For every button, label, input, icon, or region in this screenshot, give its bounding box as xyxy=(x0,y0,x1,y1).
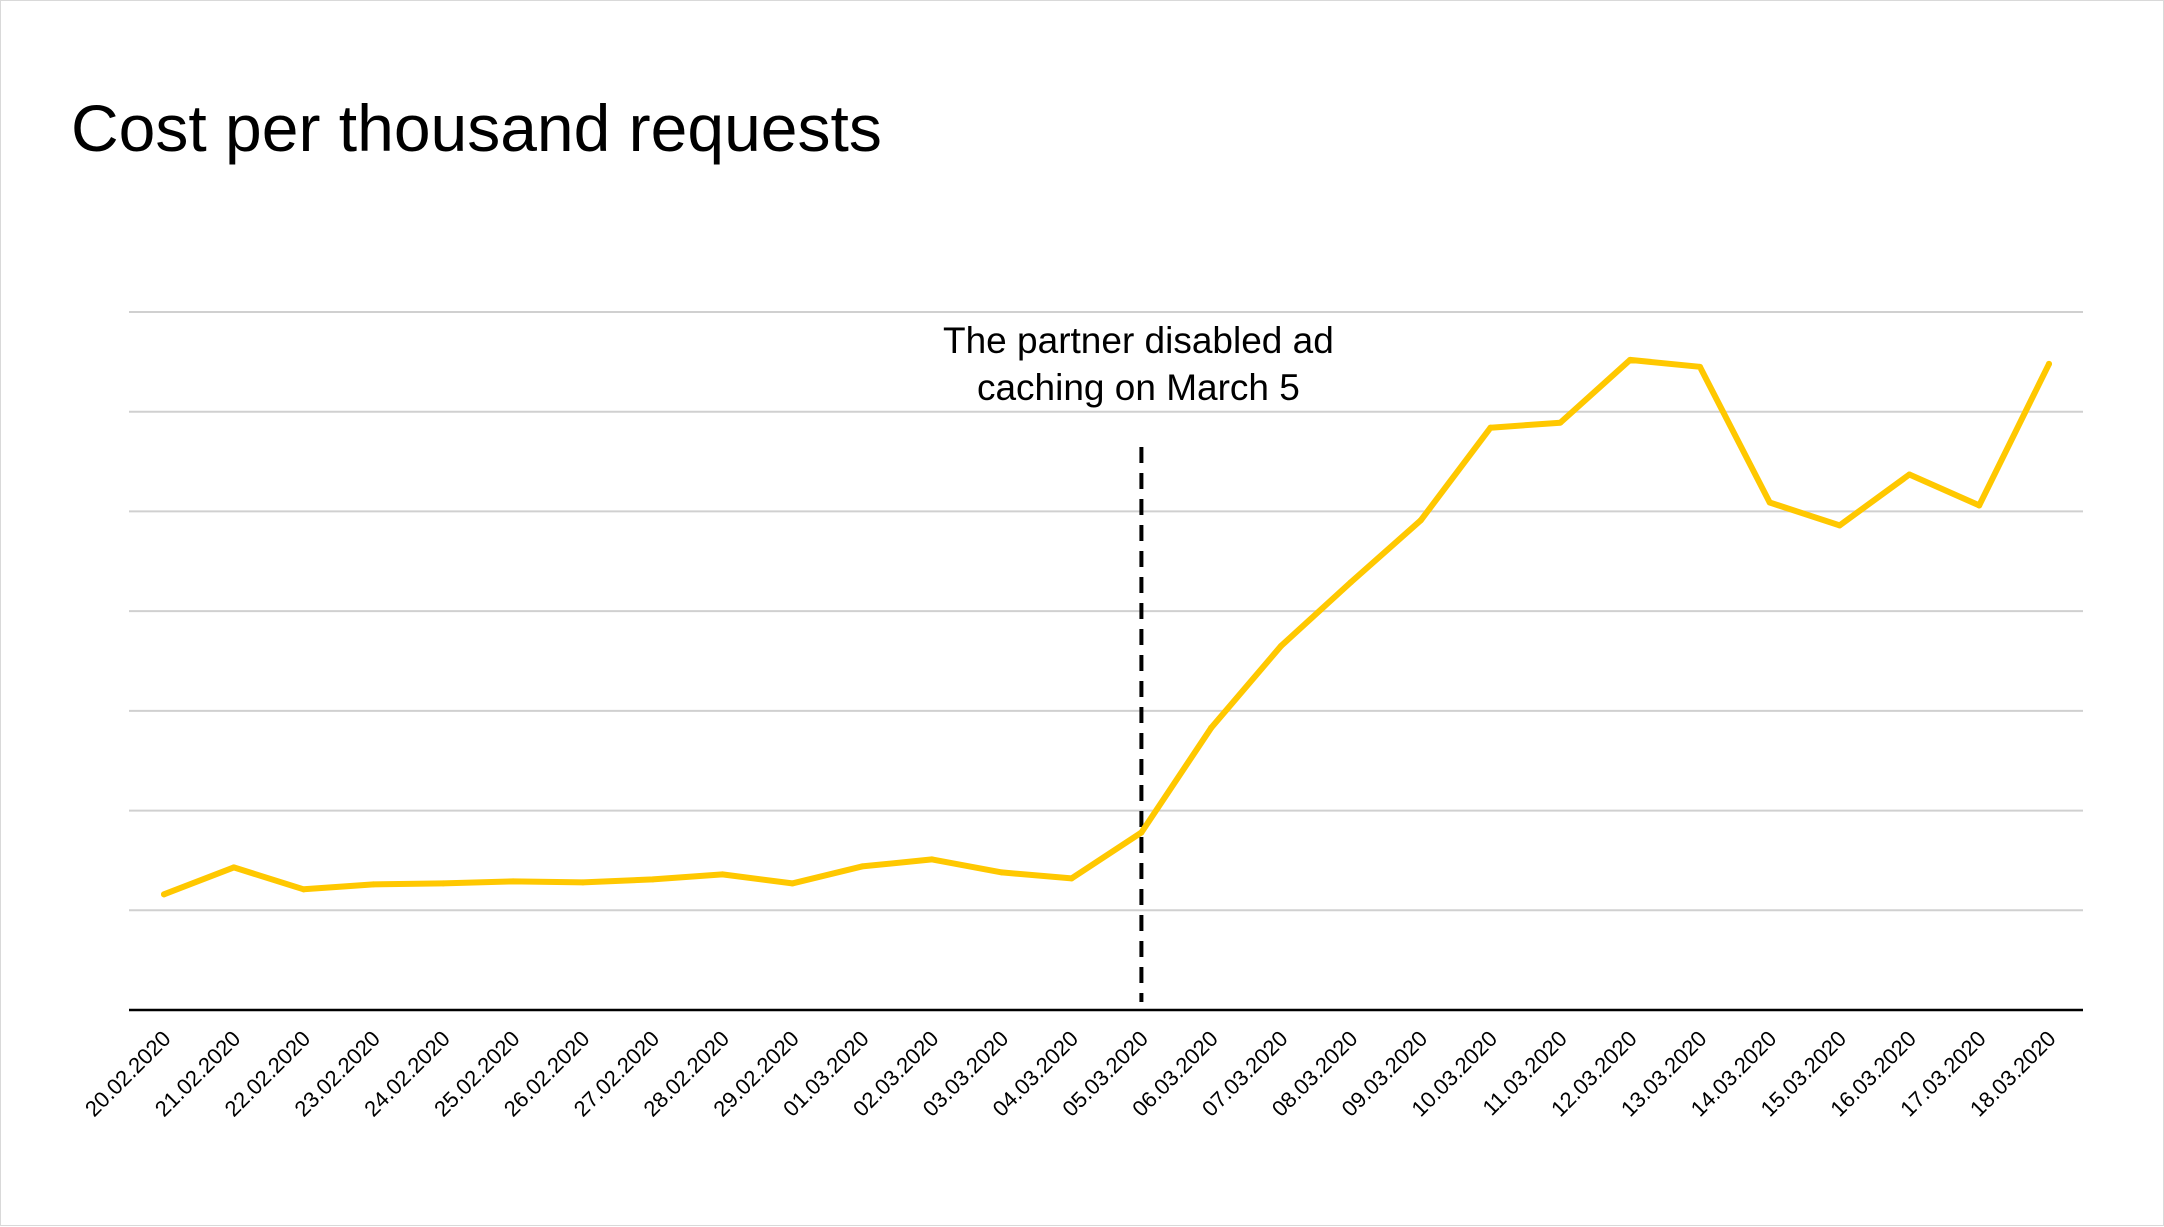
data-point xyxy=(1627,356,1634,363)
data-point xyxy=(1068,875,1075,882)
data-point xyxy=(1696,363,1703,370)
data-point xyxy=(1906,471,1913,478)
data-point xyxy=(928,856,935,863)
annotation-text: The partner disabled ad caching on March … xyxy=(943,320,1334,408)
data-point xyxy=(440,880,447,887)
data-point xyxy=(1976,502,1983,509)
data-point xyxy=(859,863,866,870)
series-line xyxy=(161,356,2052,898)
data-point xyxy=(998,869,1005,876)
data-point xyxy=(1836,522,1843,529)
data-point xyxy=(300,886,307,893)
chart-title: Cost per thousand requests xyxy=(71,91,882,165)
data-point xyxy=(1208,724,1215,731)
data-point xyxy=(719,871,726,878)
data-point xyxy=(1766,499,1773,506)
data-point xyxy=(2046,360,2052,367)
data-point xyxy=(789,880,796,887)
annotation-text-line: The partner disabled ad xyxy=(943,320,1334,361)
data-point xyxy=(510,878,517,885)
data-point xyxy=(161,891,167,898)
data-point xyxy=(1487,424,1494,431)
data-point xyxy=(1557,419,1564,426)
data-point xyxy=(649,876,656,883)
annotation-text-line: caching on March 5 xyxy=(977,367,1300,408)
data-point xyxy=(230,864,237,871)
data-point xyxy=(579,879,586,886)
data-point xyxy=(370,881,377,888)
data-point xyxy=(1278,643,1285,650)
data-point xyxy=(1347,579,1354,586)
data-point xyxy=(1138,829,1145,836)
data-point xyxy=(1417,517,1424,524)
